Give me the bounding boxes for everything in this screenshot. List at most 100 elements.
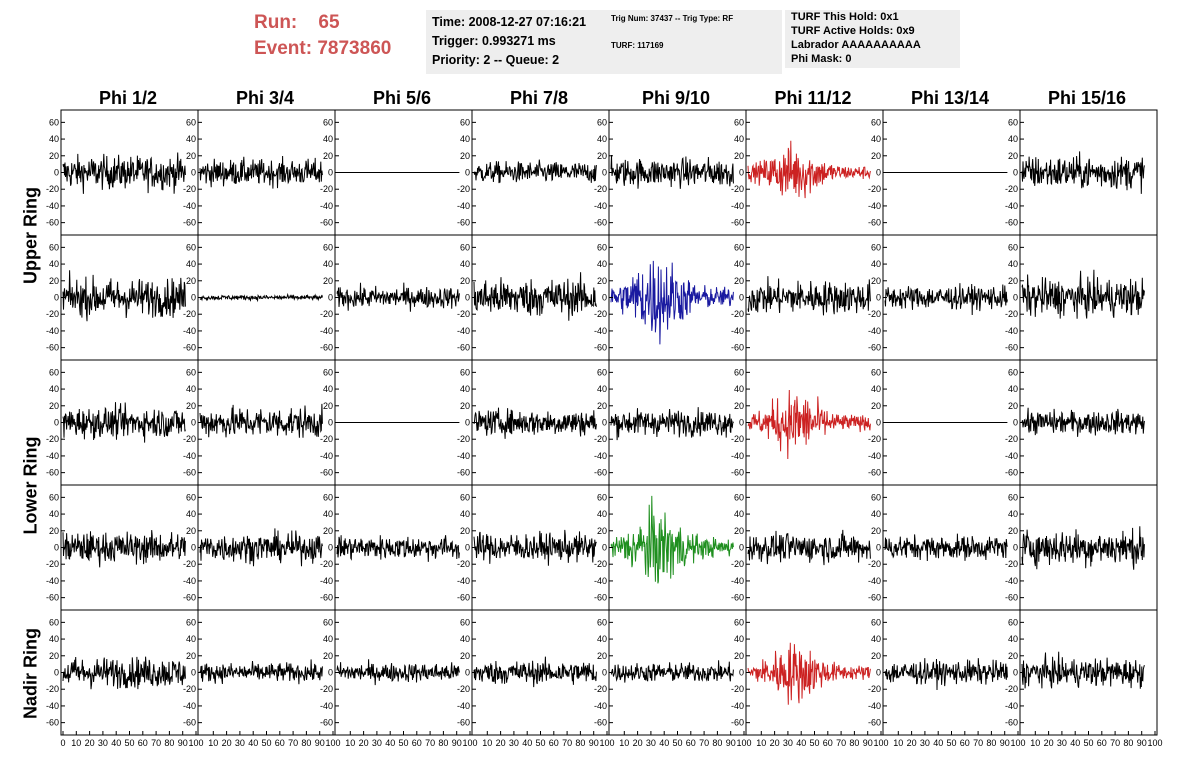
y-tick-label: 40 [186,384,196,394]
y-tick-label: -60 [320,218,333,228]
x-tick-label: 10 [893,738,903,748]
y-tick-label: -40 [1005,701,1018,711]
y-tick-label: 60 [734,242,744,252]
y-tick-label: 0 [328,668,333,678]
x-tick-label: 90 [863,738,873,748]
phi-header-6: Phi 11/12 [774,88,852,108]
y-tick-label: 60 [323,117,333,127]
x-tick-label: 20 [1044,738,1054,748]
y-tick-label: 0 [739,168,744,178]
y-tick-label: 40 [49,384,59,394]
y-tick-label: -40 [320,326,333,336]
x-tick-label: 60 [138,738,148,748]
y-tick-label: -20 [457,184,470,194]
y-tick-label: 0 [54,543,59,553]
y-tick-label: -60 [594,343,607,353]
x-tick-label: 10 [619,738,629,748]
x-tick-label: 10 [756,738,766,748]
y-tick-label: -60 [183,468,196,478]
y-tick-label: 0 [739,543,744,553]
x-tick-label: 80 [301,738,311,748]
waveform-4-7 [1021,651,1145,689]
y-tick-label: 0 [876,418,881,428]
waveform-4-6 [884,658,1008,691]
waveform-3-2 [336,535,460,562]
y-tick-label: 20 [734,401,744,411]
y-tick-label: -20 [1005,309,1018,319]
y-tick-label: -20 [46,184,59,194]
y-tick-label: -40 [46,451,59,461]
x-tick-label: 80 [986,738,996,748]
trig-info-box: Trig Num: 37437 -- Trig Type: RF TURF: 1… [605,10,782,74]
x-tick-label: 70 [836,738,846,748]
y-tick-label: -40 [457,451,470,461]
y-tick-label: -60 [457,593,470,603]
y-tick-label: 40 [49,634,59,644]
y-tick-label: -60 [731,718,744,728]
y-tick-label: -60 [1005,468,1018,478]
y-tick-label: 0 [465,418,470,428]
y-tick-label: 0 [54,293,59,303]
x-tick-label: 40 [1070,738,1080,748]
y-tick-label: -20 [46,684,59,694]
y-tick-label: -40 [183,701,196,711]
y-tick-label: 0 [54,668,59,678]
x-tick-label: 30 [509,738,519,748]
phi-header-3: Phi 5/6 [372,88,432,108]
phi-header-1: Phi 1/2 [98,88,158,108]
y-tick-label: 20 [871,526,881,536]
y-tick-label: -40 [1005,451,1018,461]
y-tick-label: 20 [734,151,744,161]
y-tick-label: -60 [320,593,333,603]
y-tick-label: 60 [597,242,607,252]
y-tick-label: 40 [460,259,470,269]
x-tick-label: 70 [1110,738,1120,748]
y-tick-label: -60 [1005,343,1018,353]
phi-header-2: Phi 3/4 [235,88,295,108]
y-tick-label: -40 [46,201,59,211]
x-tick-label: 70 [699,738,709,748]
y-tick-label: -20 [183,434,196,444]
y-tick-label: -20 [46,309,59,319]
y-tick-label: 0 [1013,168,1018,178]
y-tick-label: -60 [868,593,881,603]
run-label: Run: [254,12,298,33]
y-tick-label: 40 [597,384,607,394]
x-tick-label: 20 [633,738,643,748]
x-tick-label: 100 [736,738,751,748]
y-tick-label: -40 [320,576,333,586]
x-tick-label: 50 [809,738,819,748]
y-tick-label: 20 [597,526,607,536]
turf-active-text: TURF Active Holds: 0x9 [791,25,915,37]
y-tick-label: -20 [183,309,196,319]
time-info-box: Time: 2008-12-27 07:16:21 Trigger: 0.993… [426,10,608,74]
y-tick-label: 60 [186,242,196,252]
y-tick-label: -40 [457,326,470,336]
y-tick-label: -40 [1005,201,1018,211]
x-tick-label: 90 [315,738,325,748]
y-tick-label: -60 [457,218,470,228]
y-tick-label: -60 [731,468,744,478]
x-tick-label: 50 [261,738,271,748]
y-tick-label: 40 [734,509,744,519]
waveform-4-5 [747,642,871,705]
y-tick-label: -20 [46,559,59,569]
y-tick-label: -60 [868,718,881,728]
y-tick-label: 20 [871,276,881,286]
y-tick-label: -60 [320,718,333,728]
x-tick-label: 40 [522,738,532,748]
y-tick-label: -40 [731,576,744,586]
y-tick-label: 60 [323,617,333,627]
y-tick-label: -20 [731,684,744,694]
x-tick-label: 90 [589,738,599,748]
x-tick-label: 20 [907,738,917,748]
y-tick-label: 20 [323,526,333,536]
x-tick-label: 30 [1057,738,1067,748]
y-tick-label: 40 [186,634,196,644]
x-tick-label: 80 [438,738,448,748]
y-tick-label: 40 [460,634,470,644]
x-tick-label: 70 [425,738,435,748]
y-tick-label: 0 [328,418,333,428]
x-tick-label: 60 [1097,738,1107,748]
